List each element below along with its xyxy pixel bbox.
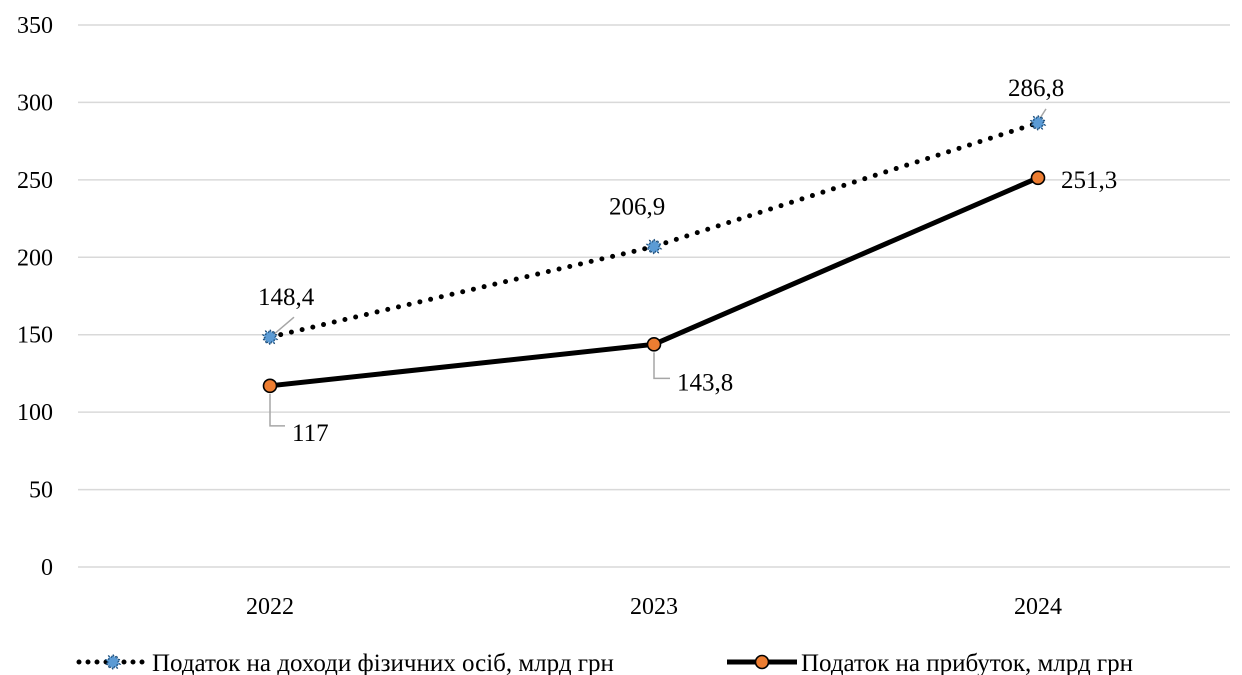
label-leader-line bbox=[653, 352, 670, 380]
data-labels: 148,4 206,9 286,8 117 143,8 251,3 bbox=[258, 75, 1117, 447]
y-tick-label: 350 bbox=[17, 13, 53, 39]
x-tick-label: 2024 bbox=[1014, 594, 1062, 620]
series-1-marker bbox=[646, 337, 662, 352]
y-tick-label: 200 bbox=[17, 245, 53, 271]
data-label: 251,3 bbox=[1061, 167, 1117, 194]
legend-swatch-marker-pdfo bbox=[104, 653, 122, 671]
series-0-marker bbox=[261, 328, 279, 346]
y-tick-label: 100 bbox=[17, 400, 53, 426]
label-leader-line bbox=[269, 393, 285, 427]
series-1-marker bbox=[1030, 170, 1046, 186]
data-label: 286,8 bbox=[1008, 75, 1064, 102]
y-tick-label: 50 bbox=[29, 478, 53, 504]
gridlines bbox=[78, 24, 1230, 568]
x-tick-label: 2023 bbox=[630, 594, 678, 620]
x-tick-label: 2022 bbox=[246, 594, 294, 620]
legend-item-profit-tax: Податок на прибуток, млрд грн bbox=[727, 650, 1133, 675]
y-tick-label: 0 bbox=[41, 555, 53, 581]
legend-item-pdfo: Податок на доходи фізичних осіб, млрд гр… bbox=[76, 650, 614, 675]
label-leader-lines bbox=[269, 108, 1047, 427]
data-label: 206,9 bbox=[609, 194, 665, 221]
y-axis-ticks: 0 50 100 150 200 250 300 350 bbox=[17, 13, 53, 581]
series-markers bbox=[261, 114, 1047, 394]
y-tick-label: 250 bbox=[17, 168, 53, 194]
series-0-marker bbox=[1029, 114, 1047, 132]
label-leader-line bbox=[273, 316, 295, 335]
legend-label-pdfo: Податок на доходи фізичних осіб, млрд гр… bbox=[152, 650, 614, 675]
x-axis-ticks: 2022 2023 2024 bbox=[246, 594, 1062, 620]
y-tick-label: 150 bbox=[17, 323, 53, 349]
legend-marker-icon bbox=[104, 653, 122, 671]
legend-label-profit-tax: Податок на прибуток, млрд грн bbox=[801, 650, 1133, 675]
series-1-marker bbox=[262, 378, 278, 394]
legend-marker-icon bbox=[754, 654, 770, 670]
data-label: 148,4 bbox=[258, 284, 315, 311]
series-0-marker bbox=[645, 237, 663, 256]
data-label: 143,8 bbox=[677, 369, 733, 396]
data-label: 117 bbox=[292, 420, 329, 447]
legend: Податок на доходи фізичних осіб, млрд гр… bbox=[76, 650, 1133, 675]
y-tick-label: 300 bbox=[17, 90, 53, 116]
legend-swatch-marker-profit-tax bbox=[754, 654, 770, 670]
